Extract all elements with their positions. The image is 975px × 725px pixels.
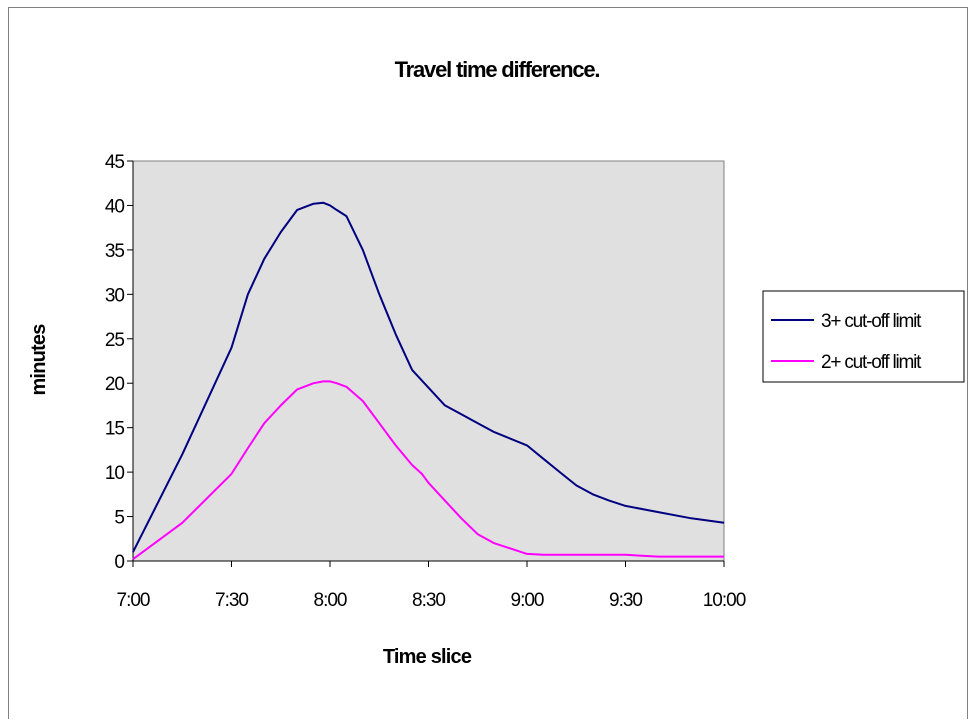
x-axis-title: Time slice — [383, 646, 472, 668]
y-tick-label: 10 — [105, 463, 125, 484]
plot-area — [132, 160, 725, 562]
legend-label-3-plus: 3+ cut-off limit — [821, 311, 922, 332]
y-tick-label: 20 — [105, 374, 125, 395]
y-tick-label: 40 — [105, 196, 125, 217]
legend-label-2-plus: 2+ cut-off limit — [821, 352, 922, 373]
x-axis: 7:00 7:30 8:00 8:30 9:00 9:30 10:00 — [117, 560, 747, 611]
legend-box — [762, 290, 965, 383]
y-tick-label: 35 — [105, 241, 125, 262]
y-tick-label: 30 — [105, 285, 125, 306]
series-line-3-plus — [132, 201, 725, 553]
chart-area: Travel time difference. 0 5 10 15 20 25 30 35 40… — [8, 7, 968, 719]
x-tick-label: 10:00 — [703, 590, 746, 611]
x-tick-label: 8:00 — [314, 590, 347, 611]
y-tick-label: 25 — [105, 330, 125, 351]
x-tick-label: 7:00 — [117, 590, 150, 611]
x-tick-label: 9:30 — [609, 590, 642, 611]
y-tick-label: 45 — [105, 152, 125, 173]
y-tick-label: 0 — [114, 552, 124, 573]
legend: 3+ cut-off limit 2+ cut-off limit — [762, 290, 965, 383]
series-line-2-plus — [132, 380, 724, 561]
y-tick-label: 15 — [105, 419, 125, 440]
chart-title: Travel time difference. — [395, 57, 600, 82]
series-layer — [132, 201, 725, 561]
x-tick-label: 9:00 — [511, 590, 544, 611]
x-tick-label: 8:30 — [412, 590, 445, 611]
x-tick-label: 7:30 — [215, 590, 248, 611]
line-chart: Travel time difference. 0 5 10 15 20 25 30 35 40… — [28, 57, 965, 668]
y-axis: 0 5 10 15 20 25 30 35 40 45 — [105, 152, 134, 573]
y-tick-label: 5 — [114, 508, 124, 529]
y-axis-title: minutes — [28, 324, 50, 396]
